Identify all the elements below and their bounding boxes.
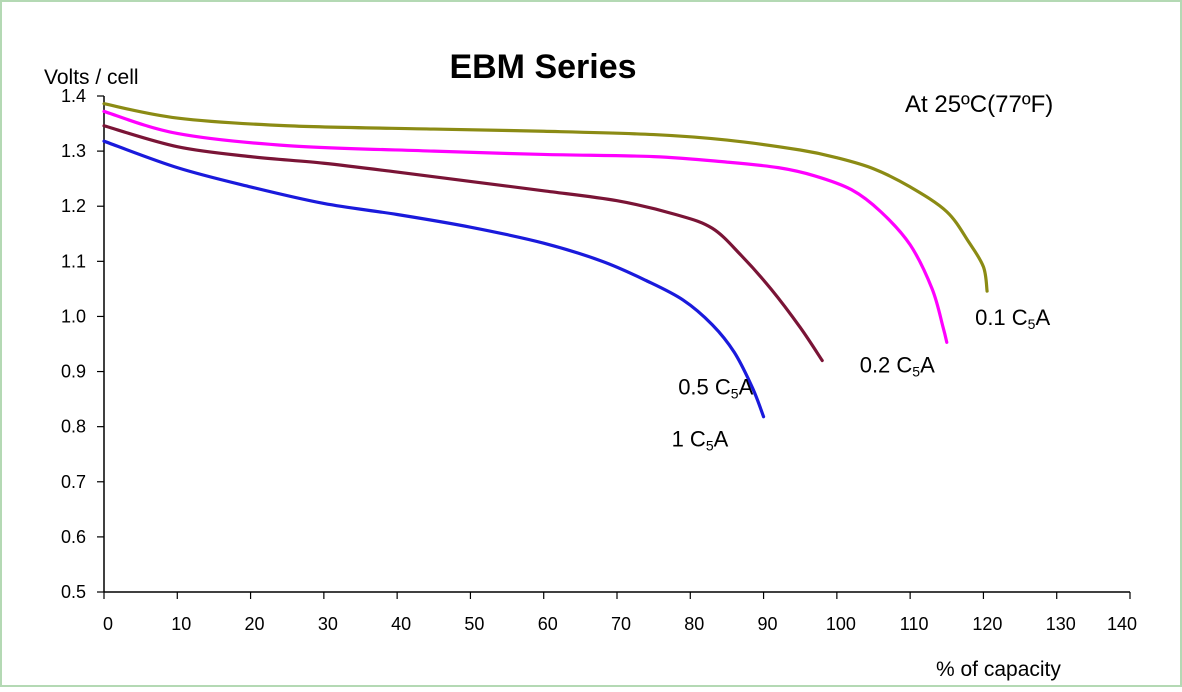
series-lines [102,102,989,419]
y-tick-label: 1.2 [61,196,86,216]
y-tick-label: 0.6 [61,527,86,547]
x-axis-label: % of capacity [936,658,1061,681]
series-label-subscript: 5 [731,386,739,402]
x-tick-label: 50 [464,614,484,634]
series-label-unit: A [1035,305,1050,330]
x-tick-label: 80 [684,614,704,634]
y-ticks: 0.5 0.6 0.7 0.8 0.9 1.0 1.1 1.2 1.3 1.4 [61,86,104,602]
series-label-main: 0.2 C [860,352,913,377]
x-tick-label: 30 [318,614,338,634]
series-label: 0.1 C5A [975,305,1050,332]
series-line [102,139,766,419]
y-tick-label: 0.9 [61,362,86,382]
x-tick-label: 40 [391,614,411,634]
series-label-unit: A [714,427,729,452]
y-axis-label: Volts / cell [44,66,139,89]
series-label-unit: A [739,375,754,400]
series-label-subscript: 5 [912,363,920,379]
series-label-subscript: 5 [706,438,714,454]
series-label: 0.2 C5A [860,352,935,379]
series-label-main: 0.5 C [678,375,731,400]
chart-title: EBM Series [449,48,636,86]
series-line [102,102,989,293]
series-label: 0.5 C5A [678,375,753,402]
series-label-main: 0.1 C [975,305,1028,330]
x-tick-label: 0 [103,614,113,634]
x-tick-label: 120 [972,614,1002,634]
series-label-main: 1 C [672,427,706,452]
temperature-annotation: At 25ºC(77ºF) [905,91,1053,118]
x-tick-label: 10 [171,614,191,634]
series-label-subscript: 5 [1028,316,1036,332]
series-label-unit: A [920,352,935,377]
y-tick-label: 0.5 [61,582,86,602]
x-tick-label: 90 [758,614,778,634]
x-tick-label: 100 [826,614,856,634]
x-tick-label: 110 [900,614,929,634]
series-label: 1 C5A [672,427,729,454]
y-tick-label: 0.7 [61,472,86,492]
y-tick-label: 0.8 [61,417,86,437]
y-tick-label: 1.0 [61,306,86,326]
x-ticks: 0 10 20 30 40 50 60 70 80 90 100 110 120 130 140 [103,592,1137,634]
x-tick-label: 130 [1046,614,1076,634]
x-tick-label: 70 [611,614,631,634]
y-tick-label: 1.4 [61,86,86,106]
x-tick-label: 60 [538,614,558,634]
series-line [102,109,949,344]
x-tick-label: 140 [1107,614,1137,634]
x-tick-label: 20 [245,614,265,634]
y-tick-label: 1.3 [61,141,86,161]
series-line [102,124,824,363]
y-tick-label: 1.1 [61,251,86,271]
